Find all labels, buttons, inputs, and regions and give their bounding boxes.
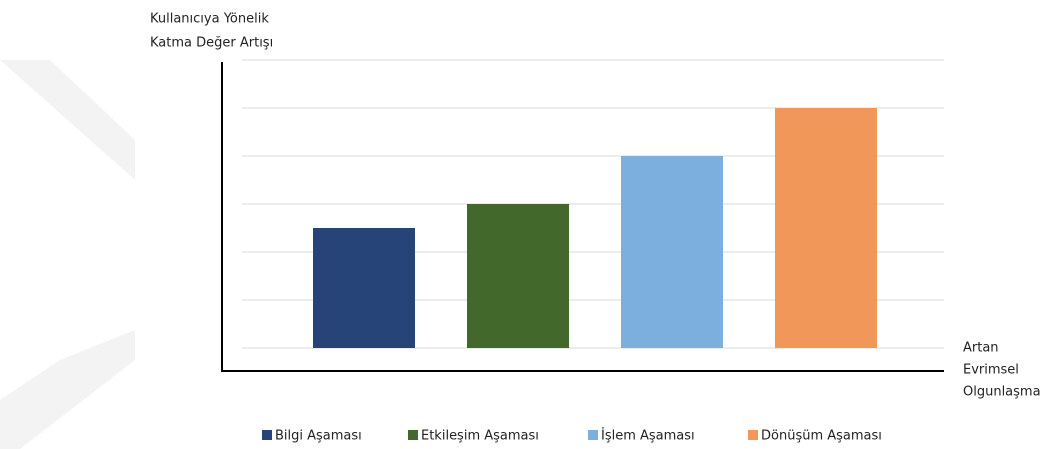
legend-label: Bilgi Aşaması (275, 429, 362, 444)
legend-label: Dönüşüm Aşaması (761, 429, 882, 444)
legend-swatch (588, 430, 598, 440)
x-axis-label-line: Evrimsel (963, 363, 1019, 378)
legend-swatch (748, 430, 758, 440)
y-axis-label-line: Kullanıcıya Yönelik (150, 12, 269, 27)
watermark (0, 330, 135, 449)
x-axis-label-line: Artan (963, 341, 999, 356)
y-axis-label: Kullanıcıya Yönelik Katma Değer Artışı (150, 12, 273, 51)
legend-swatch (262, 430, 272, 440)
legend-swatch (408, 430, 418, 440)
bar (775, 108, 877, 348)
bar (313, 228, 415, 348)
x-axis-label: Artan Evrimsel Olgunlaşma (963, 341, 1041, 400)
legend-label: İşlem Aşaması (601, 428, 695, 444)
y-axis-label-line: Katma Değer Artışı (150, 36, 273, 51)
bar (467, 204, 569, 348)
x-axis-label-line: Olgunlaşma (963, 385, 1041, 400)
bar (621, 156, 723, 348)
legend-label: Etkileşim Aşaması (421, 429, 539, 444)
watermark (0, 60, 135, 180)
